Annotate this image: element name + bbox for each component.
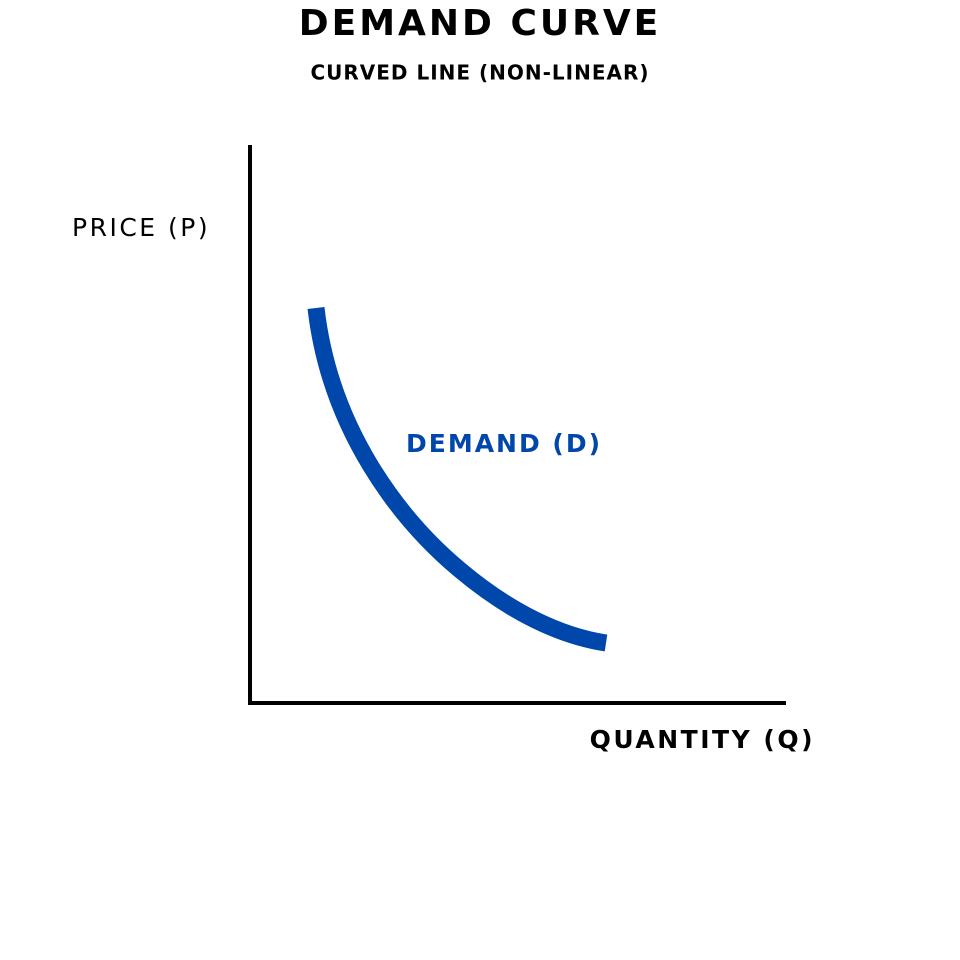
- title: DEMAND CURVE: [299, 3, 662, 44]
- y-axis-label: PRICE (P): [72, 213, 210, 242]
- curve-label: DEMAND (D): [406, 429, 602, 458]
- x-axis-label: QUANTITY (Q): [590, 725, 815, 754]
- subtitle: CURVED LINE (NON-LINEAR): [310, 61, 649, 85]
- demand-curve: [307, 307, 608, 652]
